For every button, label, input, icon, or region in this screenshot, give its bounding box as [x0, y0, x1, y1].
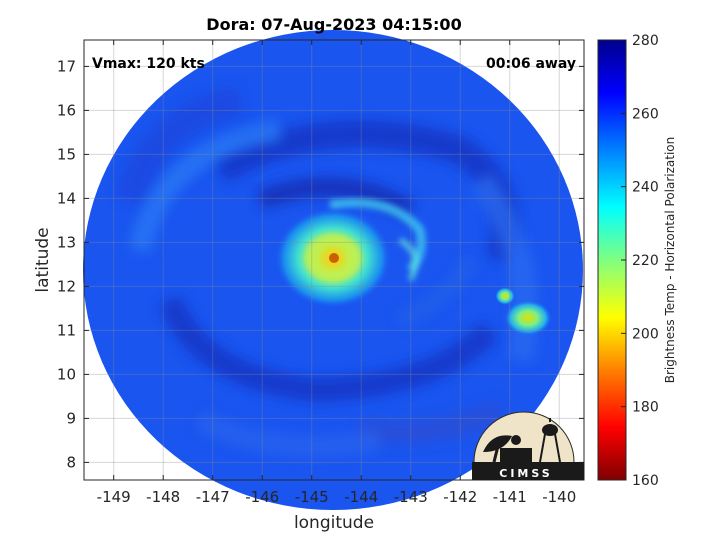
- colorbar-tick-label: 260: [632, 106, 659, 122]
- y-axis-label: latitude: [33, 227, 53, 292]
- x-tick-label: -143: [394, 488, 428, 506]
- x-tick-label: -145: [295, 488, 329, 506]
- x-axis-label: longitude: [294, 513, 374, 533]
- colorbar-tick-label: 280: [632, 33, 659, 49]
- eyewall: [275, 208, 391, 308]
- x-tick-label: -140: [542, 488, 576, 506]
- convection-cluster: [495, 287, 552, 336]
- microwave-swath: [83, 30, 583, 510]
- colorbar-tick-label: 160: [632, 473, 659, 489]
- y-tick-label: 10: [57, 365, 76, 383]
- y-tick-label: 14: [57, 189, 76, 207]
- vmax-label: Vmax: 120 kts: [92, 56, 205, 72]
- x-tick-label: -141: [493, 488, 527, 506]
- y-tick-label: 16: [57, 101, 76, 119]
- svg-text:CIMSS: CIMSS: [499, 467, 552, 480]
- axes-box: [83, 39, 585, 481]
- x-tick-label: -149: [97, 488, 131, 506]
- y-tick-label: 8: [66, 453, 76, 471]
- y-tick-label: 11: [57, 321, 76, 339]
- y-axis-ticks: 8 9 10 11 12 13 14 15 16 17: [57, 57, 584, 471]
- colorbar-label: Brightness Temp - Horizontal Polarizatio…: [663, 137, 677, 384]
- colorbar-tick-label: 240: [632, 180, 659, 196]
- x-tick-label: -147: [196, 488, 230, 506]
- chart-title: Dora: 07-Aug-2023 04:15:00: [206, 15, 461, 34]
- y-tick-label: 13: [57, 233, 76, 251]
- cimss-logo: CIMSS: [472, 411, 584, 480]
- y-tick-label: 17: [57, 57, 76, 75]
- y-tick-label: 12: [57, 277, 76, 295]
- x-tick-label: -142: [443, 488, 477, 506]
- y-tick-label: 9: [66, 409, 76, 427]
- x-tick-label: -146: [245, 488, 279, 506]
- x-tick-label: -144: [344, 488, 378, 506]
- y-tick-label: 15: [57, 145, 76, 163]
- storm-eye: [329, 253, 339, 263]
- colorbar-tick-label: 200: [632, 326, 659, 342]
- colorbar-tick-label: 180: [632, 400, 659, 416]
- colorbar-tick-label: 220: [632, 253, 659, 269]
- x-tick-label: -148: [146, 488, 180, 506]
- time-offset-label: 00:06 away: [486, 56, 576, 72]
- x-axis-ticks: -149 -148 -147 -146 -145 -144 -143 -142 -141 -140: [97, 40, 576, 506]
- colorbar: 160 180 200 220 240 260 280 Brightness Temp - …: [597, 33, 677, 489]
